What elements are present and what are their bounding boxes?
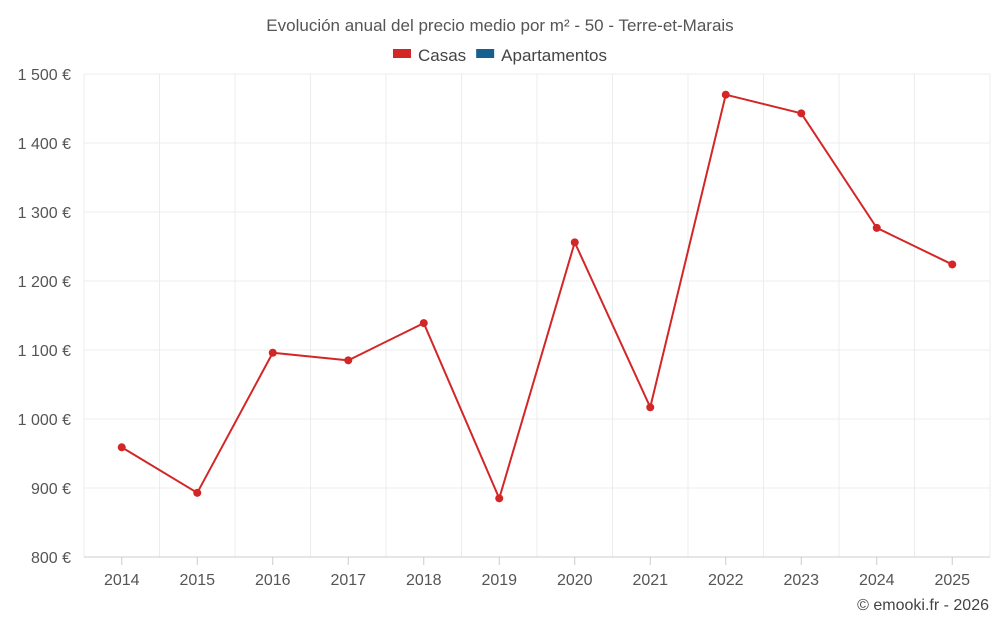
x-tick-label: 2023 — [783, 572, 819, 589]
x-tick-label: 2020 — [557, 572, 593, 589]
data-point — [797, 109, 806, 118]
data-point — [872, 223, 881, 232]
legend-label-apartamentos: Apartamentos — [501, 46, 607, 65]
x-tick-label: 2021 — [632, 572, 668, 589]
data-point — [193, 488, 202, 497]
x-tick-label: 2025 — [934, 572, 970, 589]
data-point — [117, 443, 126, 452]
legend-swatch-casas — [392, 49, 411, 58]
data-point — [268, 348, 277, 357]
series-line-casas — [121, 93, 953, 500]
x-tick-label: 2022 — [708, 572, 744, 589]
y-tick-label: 800 € — [31, 550, 71, 567]
x-tick-label: 2019 — [481, 572, 517, 589]
y-tick-label: 1 500 € — [18, 67, 71, 84]
legend-label-casas: Casas — [418, 46, 466, 65]
x-tick-label: 2015 — [179, 572, 215, 589]
credit-text: © emooki.fr - 2026 — [857, 597, 989, 614]
legend-swatch-apartamentos — [476, 49, 495, 58]
data-point — [344, 356, 353, 365]
x-tick-label: 2014 — [104, 572, 140, 589]
x-tick-label: 2018 — [406, 572, 442, 589]
y-tick-label: 1 400 € — [18, 136, 71, 153]
y-tick-label: 900 € — [31, 481, 71, 498]
x-tick-label: 2017 — [330, 572, 366, 589]
chart-title: Evolución anual del precio medio por m² … — [266, 16, 733, 35]
y-tick-label: 1 200 € — [18, 274, 71, 291]
legend: Casas Apartamentos — [392, 46, 607, 65]
y-tick-label: 1 100 € — [18, 343, 71, 360]
y-tick-label: 1 300 € — [18, 205, 71, 222]
y-axis: 800 € 900 € 1 000 € 1 100 € 1 200 € 1 300 € 1 … — [18, 67, 71, 567]
y-tick-label: 1 000 € — [18, 412, 71, 429]
x-tick-label: 2024 — [859, 572, 895, 589]
grid — [83, 73, 991, 557]
data-point — [948, 260, 957, 269]
data-point — [570, 238, 579, 247]
x-tick-label: 2016 — [255, 572, 291, 589]
series-layer — [117, 90, 957, 503]
data-point — [495, 494, 504, 503]
data-point — [646, 403, 655, 412]
x-axis: 2014 2015 2016 2017 2018 2019 2020 2021 2022 2023… — [84, 556, 990, 589]
data-point — [721, 90, 730, 99]
data-point — [419, 319, 428, 328]
